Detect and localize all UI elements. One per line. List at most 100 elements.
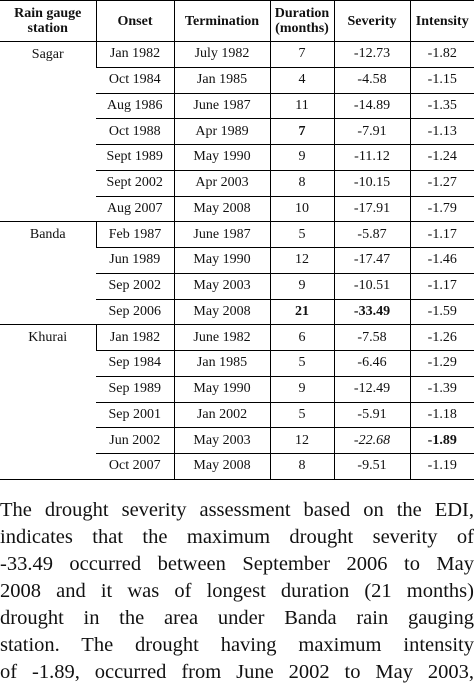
duration-cell: 8 — [269, 453, 334, 480]
termination-cell: Jan 2002 — [173, 402, 270, 429]
severity-cell: -12.49 — [333, 376, 410, 403]
termination-cell: Jan 1985 — [173, 67, 270, 94]
duration-cell-bold: 21 — [269, 299, 334, 326]
table-header-row: Rain gauge station Onset Termination Dur… — [0, 0, 474, 42]
body-paragraph: The drought severity assessment based on… — [0, 497, 474, 686]
header-termination: Termination — [173, 0, 270, 42]
drought-events-table: Rain gauge station Onset Termination Dur… — [0, 0, 474, 480]
severity-cell: -7.58 — [333, 324, 410, 351]
duration-cell: 10 — [269, 196, 334, 223]
intensity-cell: -1.59 — [409, 299, 474, 326]
table-row: Sep 1984 Jan 1985 5 -6.46 -1.29 — [0, 350, 474, 377]
table-row: Jun 1989 May 1990 12 -17.47 -1.46 — [0, 247, 474, 274]
severity-cell: -5.91 — [333, 402, 410, 429]
station-cell-banda: Banda — [0, 221, 96, 326]
duration-cell: 9 — [269, 144, 334, 171]
termination-cell: July 1982 — [173, 41, 270, 68]
termination-cell: May 2003 — [173, 273, 270, 300]
table-row: Oct 2007 May 2008 8 -9.51 -1.19 — [0, 453, 474, 480]
severity-cell: -14.89 — [333, 93, 410, 120]
table-row: Banda Feb 1987 June 1987 5 -5.87 -1.17 — [0, 221, 474, 326]
severity-cell: -4.58 — [333, 67, 410, 94]
table-row: Khurai Jan 1982 June 1982 6 -7.58 -1.26 — [0, 324, 474, 480]
duration-cell-bold: 7 — [269, 118, 334, 145]
termination-cell: June 1987 — [173, 93, 270, 120]
onset-cell: Sept 1989 — [96, 144, 174, 171]
termination-cell: Apr 1989 — [173, 118, 270, 145]
duration-cell: 11 — [269, 93, 334, 120]
table-row: Sep 1989 May 1990 9 -12.49 -1.39 — [0, 376, 474, 403]
intensity-cell: -1.35 — [409, 93, 474, 120]
termination-cell: May 1990 — [173, 144, 270, 171]
intensity-cell: -1.46 — [409, 247, 474, 274]
onset-cell: Sep 2001 — [96, 402, 174, 429]
station-cell-khurai: Khurai — [0, 324, 96, 480]
intensity-cell: -1.17 — [409, 221, 474, 248]
table-row: Sept 2002 Apr 2003 8 -10.15 -1.27 — [0, 170, 474, 197]
termination-cell: May 2008 — [173, 299, 270, 326]
intensity-cell: -1.17 — [409, 273, 474, 300]
intensity-cell: -1.29 — [409, 350, 474, 377]
onset-cell: Oct 1984 — [96, 67, 174, 94]
onset-cell: Sep 2002 — [96, 273, 174, 300]
table-row: Sep 2001 Jan 2002 5 -5.91 -1.18 — [0, 402, 474, 429]
duration-cell: 9 — [269, 376, 334, 403]
table-row: Aug 1986 June 1987 11 -14.89 -1.35 — [0, 93, 474, 120]
onset-cell: Jan 1982 — [95, 41, 174, 68]
severity-cell-bold: -33.49 — [333, 299, 410, 326]
table-row: Sep 2002 May 2003 9 -10.51 -1.17 — [0, 273, 474, 300]
onset-cell: Jan 1982 — [95, 324, 174, 351]
paragraph-line: indicates that the maximum drought sever… — [0, 526, 474, 548]
termination-cell: May 2008 — [173, 453, 270, 480]
termination-cell: May 1990 — [173, 376, 270, 403]
paragraph-line: -33.49 occurred between September 2006 t… — [0, 553, 474, 575]
severity-cell: -17.47 — [333, 247, 410, 274]
paragraph-line: drought in the area under Banda rain gau… — [0, 607, 474, 629]
onset-cell: Feb 1987 — [95, 221, 174, 248]
intensity-cell: -1.79 — [409, 196, 474, 223]
intensity-cell: -1.19 — [409, 453, 474, 480]
paragraph-line: 2008 and it was of longest duration (21 … — [0, 580, 474, 602]
onset-cell: Aug 2007 — [96, 196, 174, 223]
termination-cell: June 1987 — [173, 221, 270, 248]
termination-cell: Jan 1985 — [173, 350, 270, 377]
intensity-cell: -1.82 — [409, 41, 474, 68]
onset-cell: Sep 2006 — [96, 299, 174, 326]
onset-cell: Sep 1984 — [96, 350, 174, 377]
duration-cell: 5 — [269, 350, 334, 377]
duration-cell: 5 — [269, 402, 334, 429]
termination-cell: May 2008 — [173, 196, 270, 223]
intensity-cell-bold: -1.89 — [409, 427, 474, 454]
onset-cell: Sept 2002 — [96, 170, 174, 197]
paragraph-line: of -1.89, occurred from June 2002 to May… — [0, 661, 474, 683]
severity-cell: -10.15 — [333, 170, 410, 197]
paragraph-line: station. The drought having maximum inte… — [0, 634, 474, 656]
onset-cell: Jun 2002 — [96, 427, 174, 454]
severity-cell: -7.91 — [333, 118, 410, 145]
table-row: Sep 2006 May 2008 21 -33.49 -1.59 — [0, 299, 474, 326]
severity-cell-italic: -22.68 — [333, 427, 410, 454]
onset-cell: Sep 1989 — [96, 376, 174, 403]
severity-cell: -5.87 — [333, 221, 410, 248]
severity-cell: -10.51 — [333, 273, 410, 300]
onset-cell: Oct 1988 — [96, 118, 174, 145]
duration-cell: 4 — [269, 67, 334, 94]
intensity-cell: -1.24 — [409, 144, 474, 171]
table-row: Aug 2007 May 2008 10 -17.91 -1.79 — [0, 196, 474, 223]
header-onset: Onset — [95, 0, 174, 42]
severity-cell: -12.73 — [333, 41, 410, 68]
table-row: Oct 1988 Apr 1989 7 -7.91 -1.13 — [0, 118, 474, 145]
termination-cell: Apr 2003 — [173, 170, 270, 197]
duration-cell: 5 — [269, 221, 334, 248]
header-severity: Severity — [333, 0, 410, 42]
intensity-cell: -1.13 — [409, 118, 474, 145]
table-row: Oct 1984 Jan 1985 4 -4.58 -1.15 — [0, 67, 474, 94]
severity-cell: -17.91 — [333, 196, 410, 223]
intensity-cell: -1.18 — [409, 402, 474, 429]
duration-cell: 7 — [269, 41, 334, 68]
severity-cell: -9.51 — [333, 453, 410, 480]
termination-cell: May 1990 — [173, 247, 270, 274]
table-row: Sept 1989 May 1990 9 -11.12 -1.24 — [0, 144, 474, 171]
intensity-cell: -1.15 — [409, 67, 474, 94]
